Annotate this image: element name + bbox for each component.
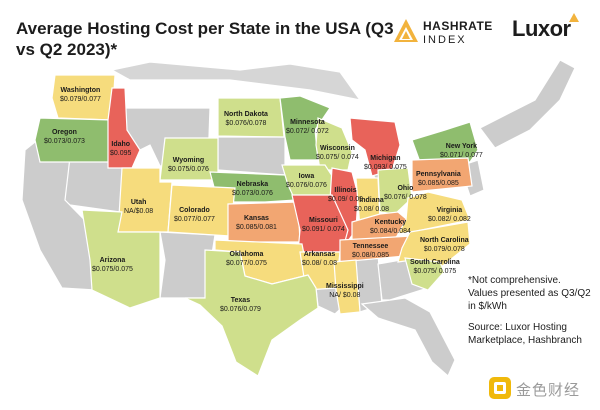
state-label-colorado: Colorado $0.077/0.077 <box>174 207 215 223</box>
disclaimer-note: *Not comprehensive. Values presented as … <box>468 275 591 312</box>
state-arizona <box>81 209 161 309</box>
state-label-missouri: Missouri $0.091/ 0.074 <box>302 217 345 233</box>
state-south-carolina <box>404 257 445 291</box>
source-note: Source: Luxor Hosting Marketplace, Hashb… <box>468 322 582 346</box>
state-label-north-dakota: North Dakota $0.076/0.078 <box>224 111 268 127</box>
state-label-utah: Utah NA/$0.08 <box>124 199 154 215</box>
state-pennsylvania <box>411 157 473 193</box>
state-label-ohio: Ohio $0.076/ 0.078 <box>384 185 427 201</box>
state-label-iowa: Iowa $0.076/0.076 <box>286 173 327 189</box>
state-mississippi <box>333 259 361 315</box>
state-label-indiana: Indiana $0.08/ 0.08 <box>354 197 390 213</box>
luxor-logo-icon <box>569 13 579 22</box>
state-label-arizona: Arizona $0.075/0.075 <box>92 257 133 273</box>
state-label-michigan: Michigan $0.093/ 0.075 <box>364 155 407 171</box>
map-title: Average Hosting Cost per State in the US… <box>16 19 394 59</box>
state-label-kansas: Kansas $0.085/0.081 <box>236 215 277 231</box>
state-florida <box>360 297 456 377</box>
state-idaho <box>107 87 141 169</box>
state-south-dakota <box>217 136 286 176</box>
state-label-illinois: Illinois $0.09/ 0.09 <box>328 187 364 203</box>
state-label-pennsylvania: Pennsylvania $0.085/0.085 <box>416 171 461 187</box>
state-north-dakota <box>217 97 285 138</box>
state-label-washington: Washington $0.079/0.077 <box>60 87 101 103</box>
state-label-virginia: Virginia $0.082/ 0.082 <box>428 207 471 223</box>
state-label-mississippi: Mississippi NA/ $0.08 <box>326 283 364 299</box>
state-label-wyoming: Wyoming $0.075/0.076 <box>168 157 209 173</box>
hashrate-index-logo: HASHRATE INDEX <box>393 16 503 52</box>
state-wisconsin <box>315 117 353 171</box>
map-border-region <box>110 61 362 101</box>
state-label-wisconsin: Wisconsin $0.075/ 0.074 <box>316 145 359 161</box>
index-logo-text: INDEX <box>423 34 467 46</box>
state-label-kentucky: Kentucky $0.084/0.084 <box>370 219 411 235</box>
state-label-oregon: Oregon $0.073/0.073 <box>44 129 85 145</box>
watermark-text: 金色财经 <box>516 382 581 399</box>
states-with-data <box>34 74 479 377</box>
state-label-nebraska: Nebraska $0.073/0.076 <box>232 181 273 197</box>
state-new-england <box>479 59 576 149</box>
state-label-new-york: New York $0.071/ 0.077 <box>440 143 483 159</box>
state-label-arkansas: Arkansas $0.08/ 0.08 <box>302 251 338 267</box>
hashrate-index-logo-icon <box>394 19 418 42</box>
state-label-tennessee: Tennessee $0.08/0.085 <box>352 243 389 259</box>
hashrate-logo-text: HASHRATE <box>423 19 493 33</box>
state-label-idaho: Idaho $0.095 <box>110 141 132 157</box>
jinse-logo-icon <box>489 377 511 399</box>
notes-panel: *Not comprehensive. Values presented as … <box>468 274 593 355</box>
state-virginia <box>396 191 471 235</box>
state-label-minnesota: Minnesota $0.072/ 0.072 <box>286 119 329 135</box>
state-oregon <box>34 117 113 163</box>
state-label-texas: Texas $0.076/0.079 <box>220 297 261 313</box>
luxor-logo: Luxor <box>512 16 571 41</box>
state-texas <box>184 249 319 377</box>
state-label-south-carolina: South Carolina $0.075/ 0.075 <box>410 259 460 275</box>
state-label-oklahoma: Oklahoma $0.077/0.075 <box>226 251 267 267</box>
state-label-north-carolina: North Carolina $0.079/0.078 <box>420 237 469 253</box>
state-ohio <box>377 167 413 215</box>
